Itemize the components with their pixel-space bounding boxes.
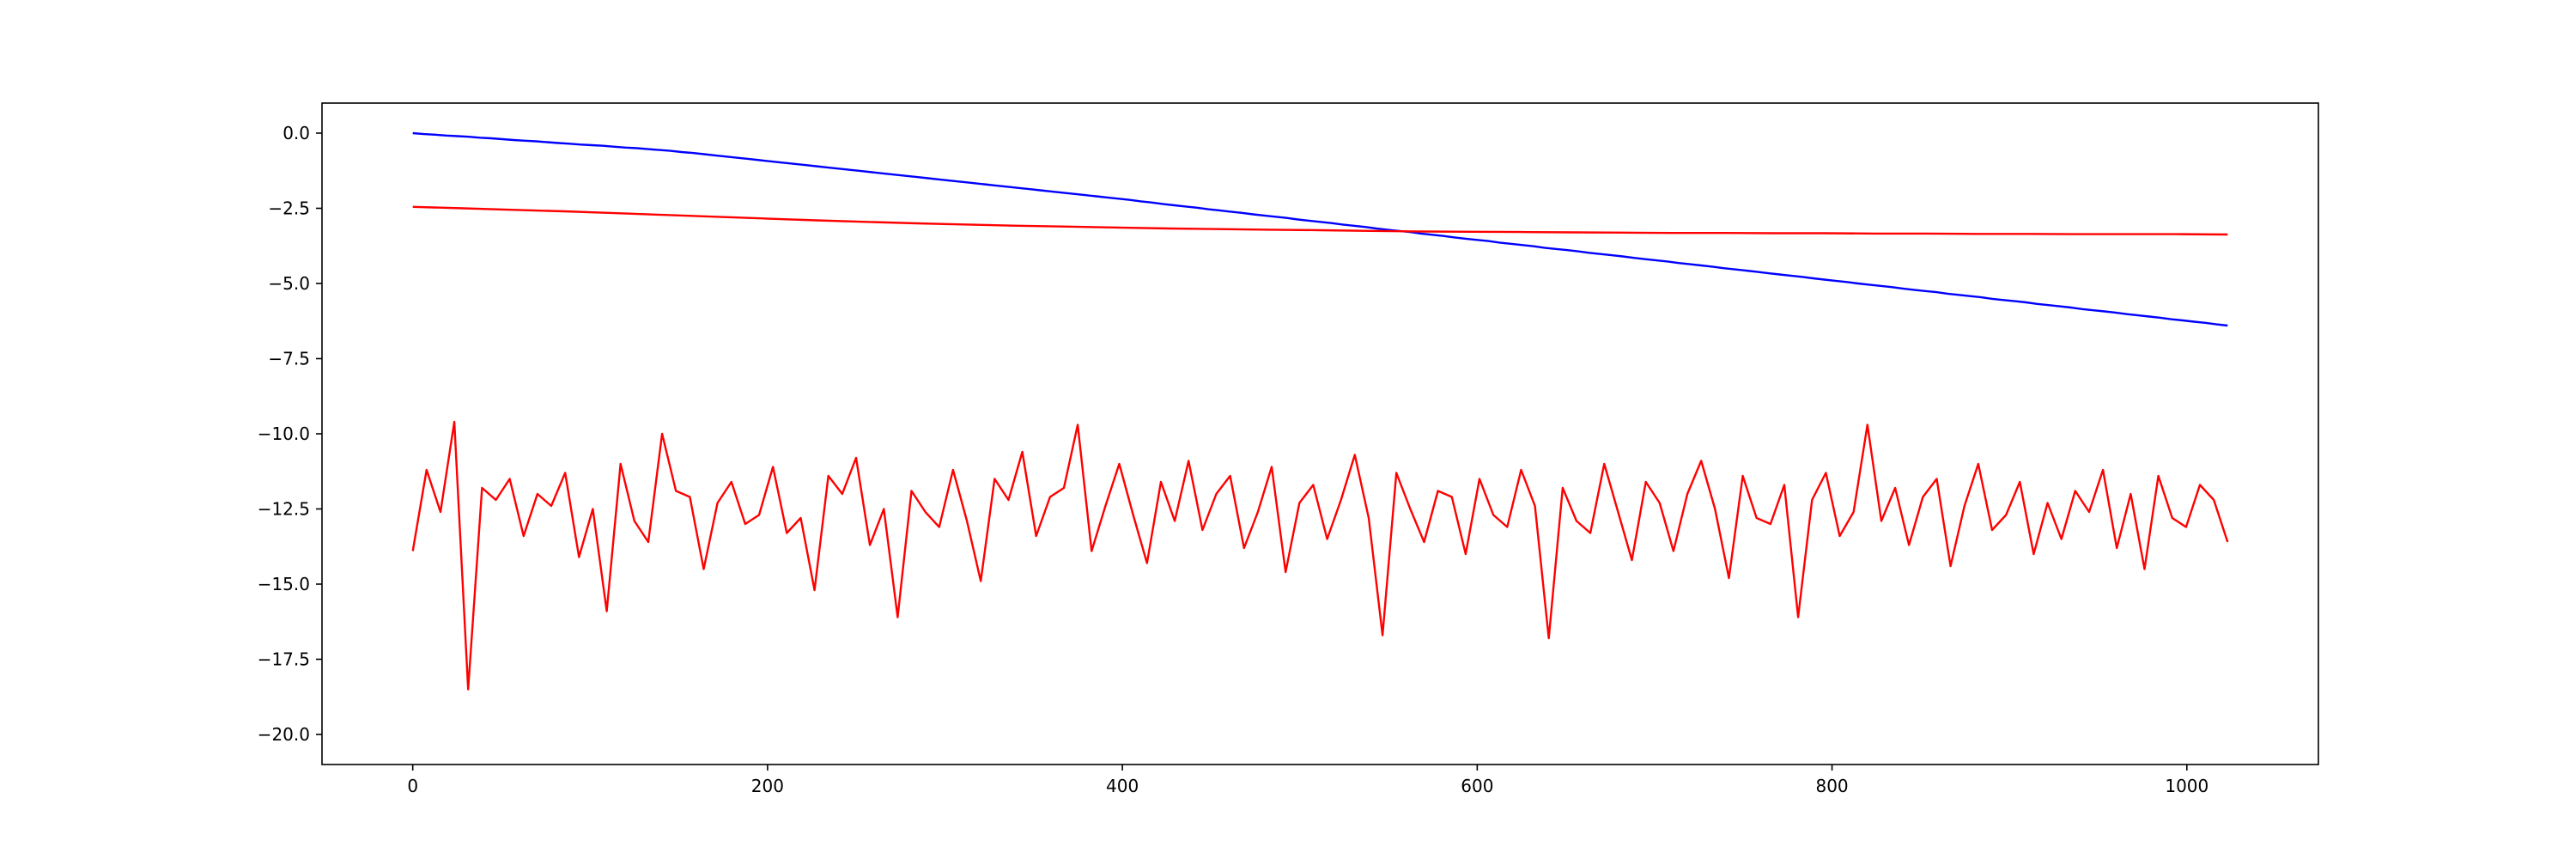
series-line-3 <box>411 420 2229 691</box>
y-tick-label: −20.0 <box>258 724 310 745</box>
y-tick-label: −2.5 <box>268 198 310 219</box>
x-tick-label: 400 <box>1106 776 1139 796</box>
x-axis: 0 200 400 600 800 1000 <box>407 765 2208 796</box>
x-tick-label: 0 <box>407 776 418 796</box>
y-tick-label: −7.5 <box>268 349 310 369</box>
y-tick-label: −17.5 <box>258 649 310 670</box>
y-tick-label: −5.0 <box>268 273 310 294</box>
series-layer <box>411 131 2229 691</box>
y-axis: 0.0 −2.5 −5.0 −7.5 −10.0 −12.5 −15.0 −17.5 −20.0 <box>258 123 322 745</box>
series-line-2 <box>412 205 2228 236</box>
x-tick-label: 800 <box>1815 776 1848 796</box>
y-tick-label: −15.0 <box>258 574 310 594</box>
x-tick-label: 200 <box>751 776 784 796</box>
series-line-1 <box>412 131 2228 327</box>
y-tick-label: 0.0 <box>283 123 310 143</box>
x-tick-label: 1000 <box>2165 776 2208 796</box>
y-tick-label: −10.0 <box>258 423 310 444</box>
x-tick-label: 600 <box>1461 776 1493 796</box>
y-tick-label: −12.5 <box>258 499 310 520</box>
